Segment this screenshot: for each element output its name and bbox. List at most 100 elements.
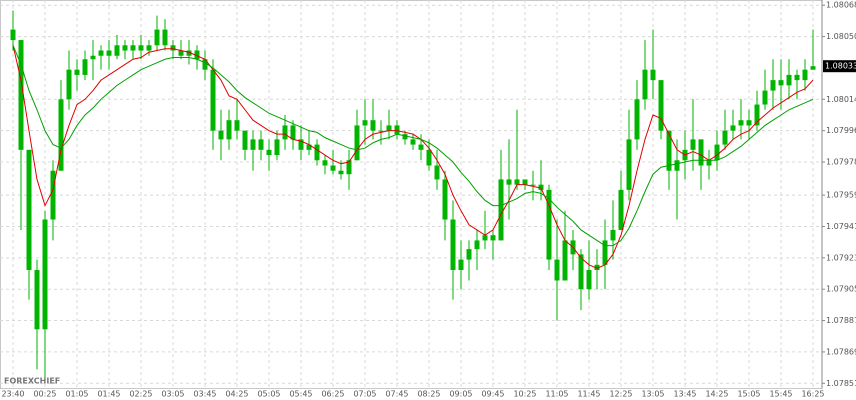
candle-body [274,139,280,156]
x-tick-label: 09:05 [449,390,472,399]
x-tick-label: 11:45 [577,390,600,399]
candle-body [530,184,536,186]
x-tick-label: 08:25 [417,390,440,399]
candle-body [50,170,56,220]
x-tick-label: 03:45 [193,390,216,399]
candle-body [258,139,264,150]
candle-body [114,45,120,56]
candle-body [418,144,424,150]
candle-body [586,270,592,290]
y-tick-label: 1.07851 [826,379,856,388]
candle-body [626,139,632,190]
candle-body [218,130,224,140]
x-tick-label: 09:45 [481,390,504,399]
y-tick-label: 1.08068 [826,1,856,10]
candle-body [194,50,200,60]
candle-body [98,50,104,56]
candle-body [266,149,272,156]
candle-body [58,99,64,171]
y-tick-label: 1.07869 [826,347,856,356]
candle-body [370,120,376,131]
candle-body [602,240,608,265]
candle-body [738,120,744,126]
candle-body [434,165,440,180]
grid [0,0,822,389]
candle-body [122,45,128,51]
candle-body [26,149,32,271]
candle-body [74,69,80,75]
candle-body [778,80,784,86]
candle-body [546,189,552,260]
candle-body [770,80,776,91]
candle-body [442,179,448,220]
candle-body [506,179,512,185]
candle-body [82,59,88,75]
candle-body [306,144,312,150]
candle-body [162,29,168,46]
x-tick-label: 15:45 [769,390,792,399]
x-tick-label: 13:05 [641,390,664,399]
x-tick-label: 16:25 [801,390,824,399]
candle-body [666,130,672,171]
x-tick-label: 07:05 [353,390,376,399]
candle-body [402,134,408,140]
candle-body [90,55,96,60]
candle-body [642,69,648,100]
candle-body [674,160,680,171]
candle-body [786,74,792,86]
candle-body [354,125,360,161]
x-tick-label: 07:45 [385,390,408,399]
candle-body [282,125,288,140]
x-tick-label: 01:05 [65,390,88,399]
candle-body [554,259,560,281]
candle-body [698,139,704,166]
candle-body [450,219,456,271]
candle-body [794,74,800,81]
candle-body [322,160,328,166]
x-tick-label: 06:25 [321,390,344,399]
candle-body [650,69,656,81]
candle-body [618,189,624,230]
candle-body [610,229,616,241]
x-tick-label: 02:25 [129,390,152,399]
candle-body [458,259,464,271]
candle-body [178,50,184,56]
candle-body [634,99,640,140]
candle-body [730,125,736,131]
candle-body [210,69,216,131]
plot-frame [0,0,823,389]
candle-body [410,139,416,145]
y-tick-label: 1.07923 [826,253,856,262]
x-tick-label: 04:25 [225,390,248,399]
x-tick-label: 23:40 [1,390,24,399]
marks [10,10,816,380]
y-tick-label: 1.07978 [826,158,856,167]
candle-body [314,144,320,161]
y-tick-label: 1.08014 [826,95,856,104]
candle-body [722,130,728,145]
x-tick-label: 05:05 [257,390,280,399]
candle-body [378,130,384,132]
candle-body [338,170,344,175]
y-tick-label: 1.07905 [826,285,856,294]
y-tick-label: 1.08050 [826,32,856,41]
candle-body [426,149,432,166]
x-tick-label: 14:25 [705,390,728,399]
candle-body [146,45,152,51]
candle-body [762,90,768,105]
moving-average-line [12,45,814,247]
candle-body [578,254,584,290]
price-box-label: 1.08033 [825,62,856,71]
candle-body [298,139,304,150]
candle-body [474,240,480,250]
x-tick-label: 15:05 [737,390,760,399]
x-tick-label: 01:45 [97,390,120,399]
x-tick-label: 05:45 [289,390,312,399]
candle-body [498,179,504,241]
moving-average-line [12,45,814,269]
candle-body [34,270,40,330]
candle-body [234,120,240,131]
y-tick-label: 1.07887 [826,316,856,325]
